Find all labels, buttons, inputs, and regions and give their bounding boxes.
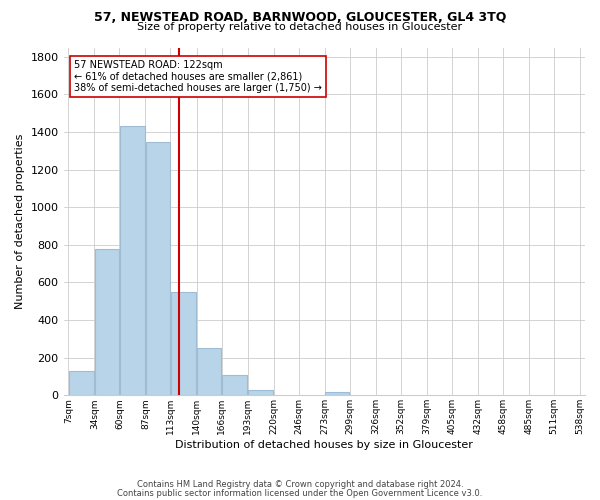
Bar — [248, 390, 274, 396]
Y-axis label: Number of detached properties: Number of detached properties — [15, 134, 25, 309]
Text: 57 NEWSTEAD ROAD: 122sqm
← 61% of detached houses are smaller (2,861)
38% of sem: 57 NEWSTEAD ROAD: 122sqm ← 61% of detach… — [74, 60, 322, 93]
Bar — [222, 375, 247, 396]
Text: Size of property relative to detached houses in Gloucester: Size of property relative to detached ho… — [137, 22, 463, 32]
Bar — [68, 371, 94, 396]
Text: Contains HM Land Registry data © Crown copyright and database right 2024.: Contains HM Land Registry data © Crown c… — [137, 480, 463, 489]
Text: 57, NEWSTEAD ROAD, BARNWOOD, GLOUCESTER, GL4 3TQ: 57, NEWSTEAD ROAD, BARNWOOD, GLOUCESTER,… — [94, 11, 506, 24]
Bar — [325, 392, 349, 396]
X-axis label: Distribution of detached houses by size in Gloucester: Distribution of detached houses by size … — [175, 440, 473, 450]
Bar — [95, 248, 119, 396]
Bar — [146, 142, 170, 396]
Bar — [119, 126, 145, 396]
Bar — [171, 292, 196, 396]
Text: Contains public sector information licensed under the Open Government Licence v3: Contains public sector information licen… — [118, 488, 482, 498]
Bar — [197, 348, 221, 396]
